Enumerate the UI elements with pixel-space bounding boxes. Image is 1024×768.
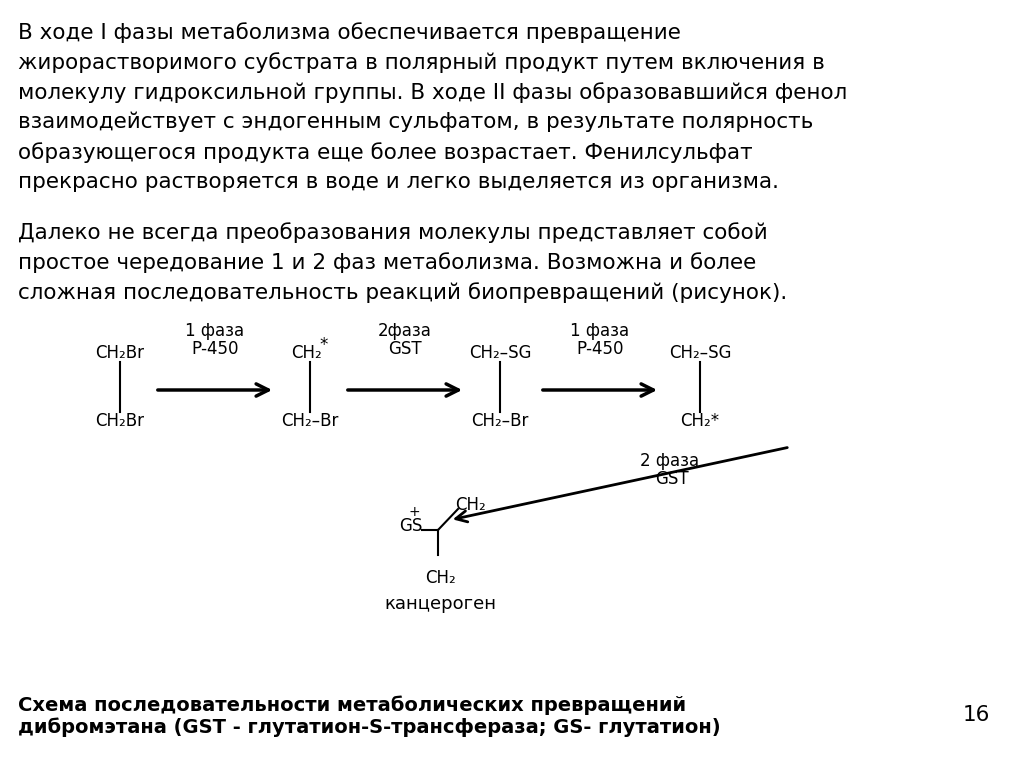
Text: +: + xyxy=(409,505,420,519)
Text: Схема последовательности метаболических превращений: Схема последовательности метаболических … xyxy=(18,695,686,714)
Text: CH₂: CH₂ xyxy=(455,496,485,514)
Text: простое чередование 1 и 2 фаз метаболизма. Возможна и более: простое чередование 1 и 2 фаз метаболизм… xyxy=(18,252,757,273)
Text: CH₂: CH₂ xyxy=(291,344,322,362)
Text: канцероген: канцероген xyxy=(384,595,496,613)
Text: GST: GST xyxy=(655,470,688,488)
Text: молекулу гидроксильной группы. В ходе II фазы образовавшийся фенол: молекулу гидроксильной группы. В ходе II… xyxy=(18,82,847,103)
Text: Р-450: Р-450 xyxy=(577,340,624,358)
Text: Далеко не всегда преобразования молекулы представляет собой: Далеко не всегда преобразования молекулы… xyxy=(18,222,768,243)
Text: GST: GST xyxy=(388,340,422,358)
Text: В ходе I фазы метаболизма обеспечивается превращение: В ходе I фазы метаболизма обеспечивается… xyxy=(18,22,681,43)
Text: прекрасно растворяется в воде и легко выделяется из организма.: прекрасно растворяется в воде и легко вы… xyxy=(18,172,779,192)
Text: дибромэтана (GST - глутатион-S-трансфераза; GS- глутатион): дибромэтана (GST - глутатион-S-трансфера… xyxy=(18,717,721,737)
Text: CH₂–Br: CH₂–Br xyxy=(471,412,528,430)
Text: 1 фаза: 1 фаза xyxy=(570,322,630,340)
Text: CH₂–Br: CH₂–Br xyxy=(282,412,339,430)
Text: GS: GS xyxy=(398,517,422,535)
Text: образующегося продукта еще более возрастает. Фенилсульфат: образующегося продукта еще более возраст… xyxy=(18,142,753,163)
Text: 2 фаза: 2 фаза xyxy=(640,452,699,470)
Text: взаимодействует с эндогенным сульфатом, в результате полярность: взаимодействует с эндогенным сульфатом, … xyxy=(18,112,813,133)
Text: CH₂*: CH₂* xyxy=(680,412,720,430)
Text: 2фаза: 2фаза xyxy=(378,322,432,340)
Text: *: * xyxy=(319,336,328,354)
Text: жирорастворимого субстрата в полярный продукт путем включения в: жирорастворимого субстрата в полярный пр… xyxy=(18,52,824,73)
Text: CH₂Br: CH₂Br xyxy=(95,412,144,430)
Text: Р-450: Р-450 xyxy=(191,340,239,358)
Text: CH₂: CH₂ xyxy=(425,569,456,587)
Text: CH₂–SG: CH₂–SG xyxy=(669,344,731,362)
Text: CH₂–SG: CH₂–SG xyxy=(469,344,531,362)
Text: CH₂Br: CH₂Br xyxy=(95,344,144,362)
Text: 1 фаза: 1 фаза xyxy=(185,322,245,340)
Text: 16: 16 xyxy=(963,705,990,725)
Text: сложная последовательность реакций биопревращений (рисунок).: сложная последовательность реакций биопр… xyxy=(18,282,787,303)
